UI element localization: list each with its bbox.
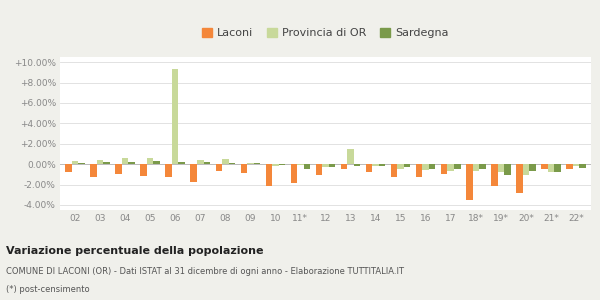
Bar	[523, 164, 529, 175]
Bar	[341, 164, 347, 169]
Bar	[197, 160, 203, 164]
Bar	[203, 162, 210, 164]
Text: Variazione percentuale della popolazione: Variazione percentuale della popolazione	[6, 245, 263, 256]
Bar	[266, 164, 272, 185]
Bar	[516, 164, 523, 193]
Bar	[241, 164, 247, 173]
Bar	[154, 161, 160, 164]
Bar	[147, 158, 154, 164]
Bar	[454, 164, 461, 169]
Bar	[172, 69, 178, 164]
Bar	[222, 159, 229, 164]
Bar	[554, 164, 560, 172]
Bar	[329, 164, 335, 167]
Bar	[72, 161, 78, 164]
Text: COMUNE DI LACONI (OR) - Dati ISTAT al 31 dicembre di ogni anno - Elaborazione TU: COMUNE DI LACONI (OR) - Dati ISTAT al 31…	[6, 268, 404, 277]
Bar	[566, 164, 573, 169]
Bar	[397, 164, 404, 169]
Bar	[416, 164, 422, 177]
Bar	[128, 162, 135, 164]
Bar	[497, 164, 504, 172]
Bar	[254, 163, 260, 164]
Bar	[529, 164, 536, 171]
Bar	[473, 164, 479, 171]
Bar	[422, 164, 429, 170]
Bar	[579, 164, 586, 168]
Bar	[297, 164, 304, 165]
Bar	[491, 164, 497, 185]
Bar	[379, 164, 385, 166]
Bar	[391, 164, 397, 177]
Bar	[404, 164, 410, 167]
Bar	[190, 164, 197, 182]
Legend: Laconi, Provincia di OR, Sardegna: Laconi, Provincia di OR, Sardegna	[199, 24, 452, 41]
Bar	[504, 164, 511, 175]
Bar	[278, 164, 285, 165]
Bar	[122, 158, 128, 164]
Bar	[479, 164, 485, 169]
Bar	[290, 164, 297, 184]
Bar	[441, 164, 448, 174]
Bar	[573, 164, 579, 166]
Bar	[322, 164, 329, 167]
Bar	[78, 163, 85, 164]
Bar	[178, 162, 185, 164]
Bar	[140, 164, 147, 176]
Bar	[215, 164, 222, 171]
Bar	[316, 164, 322, 175]
Bar	[229, 163, 235, 164]
Bar	[65, 164, 72, 172]
Bar	[272, 164, 278, 166]
Bar	[103, 162, 110, 164]
Bar	[166, 164, 172, 177]
Bar	[466, 164, 473, 200]
Bar	[347, 149, 354, 164]
Bar	[304, 164, 310, 169]
Bar	[373, 164, 379, 166]
Bar	[541, 164, 548, 169]
Bar	[115, 164, 122, 174]
Bar	[97, 160, 103, 164]
Bar	[247, 163, 254, 164]
Bar	[448, 164, 454, 171]
Bar	[429, 164, 436, 169]
Bar	[548, 164, 554, 172]
Text: (*) post-censimento: (*) post-censimento	[6, 286, 89, 295]
Bar	[366, 164, 373, 172]
Bar	[354, 164, 361, 166]
Bar	[91, 164, 97, 177]
